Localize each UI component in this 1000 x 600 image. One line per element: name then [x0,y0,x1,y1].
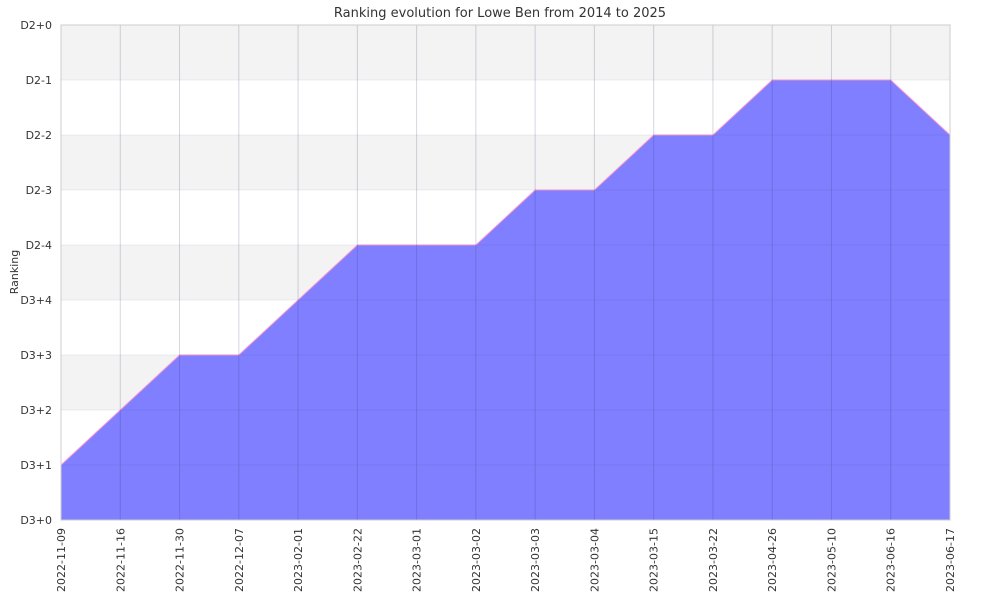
x-tick-label: 2023-02-22 [351,528,364,592]
chart-title: Ranking evolution for Lowe Ben from 2014… [334,6,666,21]
x-tick-label: 2022-11-30 [174,528,187,592]
x-tick-label: 2023-06-17 [944,528,957,592]
x-tick-label: 2022-12-07 [233,528,246,592]
y-tick-label: D2-3 [26,184,52,197]
x-tick-label: 2022-11-16 [114,528,127,592]
x-tick-labels: 2022-11-09 2022-11-16 2022-11-30 2022-12-07… [55,528,957,592]
x-tick-label: 2023-03-15 [648,528,661,592]
x-tick-label: 2023-02-01 [292,528,305,592]
y-tick-label: D3+3 [20,349,52,362]
y-tick-label: D2-4 [26,239,52,252]
y-tick-label: D2-2 [26,129,52,142]
x-tick-label: 2023-03-01 [411,528,424,592]
x-tick-label: 2023-05-10 [825,528,838,592]
x-tick-label: 2023-06-16 [885,528,898,592]
x-tick-label: 2023-03-04 [588,528,601,592]
y-axis-title: Ranking [8,250,21,295]
y-tick-label: D3+4 [20,294,52,307]
x-tick-label: 2022-11-09 [55,528,68,592]
y-tick-label: D3+0 [20,514,52,527]
plot-border [60,24,951,521]
x-tick-label: 2023-04-26 [766,528,779,592]
plot-frame [60,24,951,521]
y-tick-label: D3+2 [20,404,52,417]
x-tick-label: 2023-03-02 [470,528,483,592]
y-tick-label: D2+0 [20,19,52,32]
x-tick-label: 2023-03-22 [707,528,720,592]
ranking-area [61,80,950,520]
area-layer [60,79,951,520]
x-tick-label: 2023-03-03 [529,528,542,592]
y-tick-labels: D3+0 D3+1 D3+2 D3+3 D3+4 D2-4 D2-3 D2-2 D2-1 D2+0 [20,19,52,527]
background-band-8 [61,25,950,80]
ranking-line [60,79,951,466]
y-tick-label: D3+1 [20,459,52,472]
y-tick-label: D2-1 [26,74,52,87]
